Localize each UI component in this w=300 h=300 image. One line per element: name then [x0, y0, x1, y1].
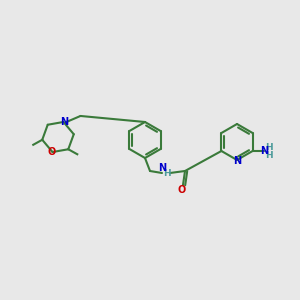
Text: H: H — [265, 151, 272, 160]
Text: H: H — [163, 169, 171, 178]
Text: N: N — [233, 156, 241, 166]
Text: N: N — [260, 146, 269, 156]
Text: N: N — [158, 163, 166, 173]
Text: H: H — [265, 142, 272, 152]
Text: O: O — [178, 185, 186, 195]
Text: O: O — [47, 147, 56, 157]
Text: N: N — [60, 117, 68, 127]
